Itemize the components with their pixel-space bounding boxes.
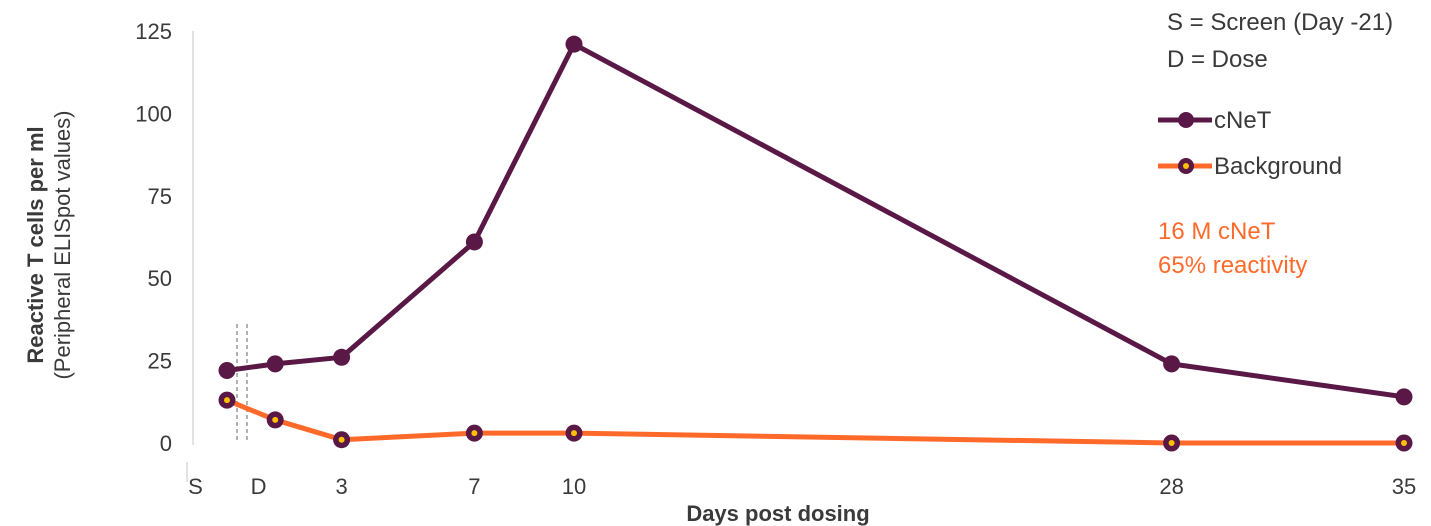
note-screen: S = Screen (Day -21): [1167, 9, 1393, 36]
cnet-point-6: [1395, 388, 1413, 406]
x-tick-label-35: 35: [1392, 474, 1416, 499]
legend-label-cnet: cNeT: [1214, 107, 1272, 134]
cnet-segment-5: [1169, 361, 1407, 400]
cnet-point-3: [465, 233, 483, 251]
cnet-point-2: [333, 348, 351, 366]
x-tick-label-10: 10: [562, 474, 586, 499]
background-segment-4: [571, 430, 1175, 446]
legend-swatch-background-marker-dot: [1183, 163, 1189, 169]
background-point-dot-0: [224, 397, 230, 404]
legend: cNeT Background: [1158, 107, 1342, 180]
annotation-reactivity: 65% reactivity: [1158, 252, 1307, 279]
background-segment-0: [224, 397, 278, 423]
background-point-dot-1: [272, 416, 279, 423]
legend-swatch-cnet-marker: [1178, 112, 1194, 128]
background-point-dot-5: [1168, 440, 1175, 446]
cnet-point-1: [266, 355, 284, 373]
background-segment-2: [339, 430, 477, 443]
y-axis-subtitle: (Peripheral ELISpot values): [50, 110, 75, 379]
background-segment-1: [272, 417, 345, 443]
background-point-dot-4: [571, 430, 577, 437]
y-tick-label-50: 50: [148, 266, 172, 291]
annotation-cells: 16 M cNeT: [1158, 218, 1276, 245]
cnet-point-5: [1163, 355, 1181, 373]
x-tick-label-7: 7: [468, 474, 480, 499]
x-tick-label-S: S: [188, 474, 203, 499]
cnet-segment-2: [339, 239, 477, 360]
y-tick-label-75: 75: [148, 184, 172, 209]
x-tick-label-28: 28: [1159, 474, 1183, 499]
y-tick-label-25: 25: [148, 349, 172, 374]
cnet-segment-4: [571, 41, 1175, 367]
cnet-point-0: [218, 361, 236, 379]
y-tick-label-0: 0: [160, 431, 172, 456]
y-axis-title: Reactive T cells per ml: [23, 126, 48, 363]
background-point-dot-2: [338, 436, 345, 443]
y-tick-label-125: 125: [135, 19, 172, 44]
y-tick-labels: 0 25 50 75 100 125: [135, 19, 172, 456]
x-axis-title: Days post dosing: [686, 501, 869, 526]
cnet-point-4: [565, 35, 583, 53]
background-point-dot-3: [471, 430, 478, 437]
x-tick-labels: S D 3 7 10 28 35: [188, 474, 1416, 499]
cnet-segment-3: [471, 41, 577, 245]
note-dose: D = Dose: [1167, 46, 1268, 73]
background-point-dot-6: [1401, 440, 1407, 446]
series-layer: [218, 35, 1413, 452]
x-tick-label-3: 3: [335, 474, 347, 499]
x-tick-label-D: D: [251, 474, 267, 499]
y-tick-label-100: 100: [135, 101, 172, 126]
legend-label-background: Background: [1214, 153, 1342, 180]
cnet-segment-1: [272, 354, 345, 367]
